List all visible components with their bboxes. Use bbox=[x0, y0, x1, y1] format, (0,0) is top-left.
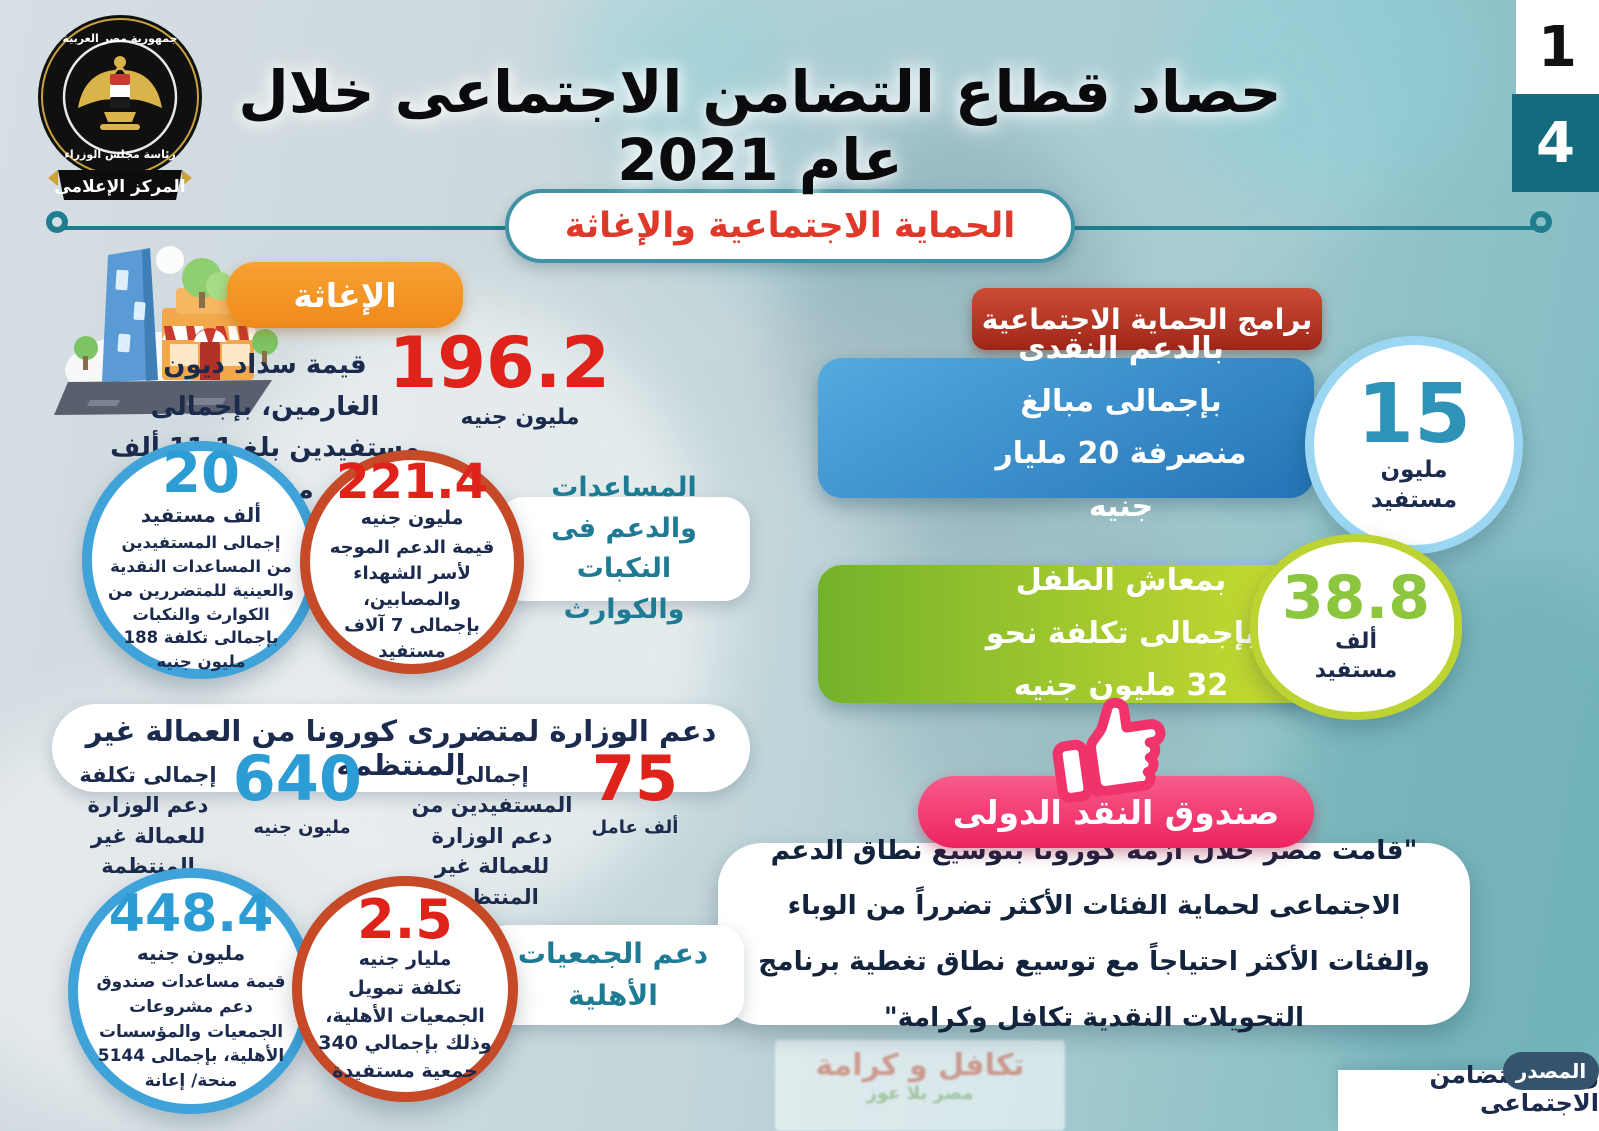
source-label: المصدر bbox=[1515, 1059, 1587, 1083]
poster-line2: مصر بلا عوز bbox=[866, 1083, 974, 1104]
martyrs-support-circle: 221.4 مليون جنيه قيمة الدعم الموجه لأسر … bbox=[300, 450, 524, 674]
bg-leaf-blob bbox=[1180, 0, 1480, 200]
stat-desc: تكلفة تمويل الجمعيات الأهلية، وذلك بإجما… bbox=[318, 977, 492, 1082]
stat-unit: ألف عامل bbox=[591, 817, 679, 838]
covid-cost-desc-text: إجمالى تكلفة دعم الوزارة للعمالة غير الم… bbox=[79, 763, 217, 879]
page-number-top-value: 1 bbox=[1538, 14, 1577, 80]
section-header-label: الحماية الاجتماعية والإغاثة bbox=[564, 206, 1016, 246]
stat-unit: مليون جنيه bbox=[136, 941, 246, 966]
imf-quote-card: "قامت مصر خلال أزمة كورونا بتوسيع نطاق ا… bbox=[718, 835, 1470, 1033]
thumbs-up-icon bbox=[1035, 688, 1185, 806]
stat-desc: قيمة الدعم الموجه لأسر الشهداء والمصابين… bbox=[329, 537, 495, 663]
stat-value: 448.4 bbox=[108, 884, 274, 945]
imf-badge-label: صندوق النقد الدولى bbox=[952, 792, 1280, 832]
government-logo: جمهورية مصر العربية رئاسة مجلس الوزراء ا… bbox=[30, 12, 210, 207]
stat-unit: ألف مستفيد bbox=[1314, 629, 1398, 683]
imf-badge: صندوق النقد الدولى bbox=[918, 776, 1314, 848]
child-pension-text: بمعاش الطفل بإجمالى تكلفة نحو 32 مليون ج… bbox=[985, 563, 1257, 704]
disasters-label-text: المساعدات والدعم فى النكبات والكوارث bbox=[551, 472, 697, 625]
ngo-funding-circle: 2.5 مليار جنيه تكلفة تمويل الجمعيات الأه… bbox=[292, 876, 518, 1102]
relief-stat-unit: مليون جنيه bbox=[460, 405, 580, 430]
relief-badge: الإغاثة bbox=[227, 262, 463, 328]
section-header-pill: الحماية الاجتماعية والإغاثة bbox=[505, 189, 1075, 263]
logo-org-top: جمهورية مصر العربية bbox=[63, 32, 178, 45]
page-number-bottom: 4 bbox=[1512, 94, 1599, 192]
stat-unit: ألف مستفيد bbox=[140, 502, 262, 527]
protection-programs-label: برامج الحماية الاجتماعية bbox=[981, 302, 1313, 336]
eagle-emblem-icon: جمهورية مصر العربية رئاسة مجلس الوزراء ا… bbox=[38, 15, 202, 200]
ngo-label-text: دعم الجمعيات الأهلية bbox=[517, 937, 709, 1012]
cash-support-circle: 15 مليون مستفيد bbox=[1305, 336, 1523, 554]
covid-support-title-pill: دعم الوزارة لمتضررى كورونا من العمالة غي… bbox=[52, 704, 750, 792]
page-title: حصاد قطاع التضامن الاجتماعى خلال عام 202… bbox=[210, 58, 1310, 194]
divider-ring-right bbox=[1530, 211, 1552, 233]
page-title-text: حصاد قطاع التضامن الاجتماعى خلال عام 202… bbox=[238, 58, 1282, 194]
stat-value: 2.5 bbox=[357, 887, 453, 951]
protection-programs-badge: برامج الحماية الاجتماعية bbox=[972, 288, 1322, 350]
relief-stat: 196.2 مليون جنيه bbox=[388, 322, 610, 433]
stat-value: 15 bbox=[1356, 367, 1472, 463]
cash-support-card: بالدعم النقدى بإجمالى مبالغ منصرفة 20 مل… bbox=[818, 331, 1314, 524]
stat-value: 20 bbox=[162, 440, 240, 506]
relief-badge-label: الإغاثة bbox=[293, 275, 397, 315]
ngo-label-card: دعم الجمعيات الأهلية bbox=[482, 925, 744, 1025]
covid-cost-stat: 640 مليون جنيه bbox=[232, 742, 362, 839]
source-pill: المصدر bbox=[1503, 1052, 1599, 1090]
stat-value: 38.8 bbox=[1281, 563, 1431, 634]
covid-support-title: دعم الوزارة لمتضررى كورونا من العمالة غي… bbox=[85, 714, 717, 782]
bg-poster-takaful: تكافل و كرامة مصر بلا عوز bbox=[775, 1040, 1065, 1131]
divider-ring-left bbox=[46, 211, 68, 233]
stat-value: 75 bbox=[591, 742, 679, 815]
bg-leaf-blob bbox=[560, 0, 780, 140]
ngo-fund-circle: 448.4 مليون جنيه قيمة مساعدات صندوق دعم … bbox=[68, 868, 314, 1114]
imf-quote-text: "قامت مصر خلال أزمة كورونا بتوسيع نطاق ا… bbox=[758, 834, 1430, 1033]
poster-line1: تكافل و كرامة bbox=[815, 1048, 1025, 1083]
page-number-top: 1 bbox=[1516, 0, 1599, 94]
covid-workers-stat: 75 ألف عامل bbox=[585, 748, 685, 839]
stat-unit: مليون مستفيد bbox=[1370, 457, 1458, 513]
child-pension-circle: 38.8 ألف مستفيد bbox=[1250, 534, 1462, 720]
stat-value: 221.4 bbox=[336, 454, 488, 511]
logo-org-bottom: رئاسة مجلس الوزراء bbox=[64, 148, 175, 161]
logo-banner-label: المركز الإعلامى bbox=[54, 177, 185, 197]
page-number-bottom-value: 4 bbox=[1536, 110, 1575, 176]
disasters-label-card: المساعدات والدعم فى النكبات والكوارث bbox=[498, 472, 750, 625]
stat-unit: مليون جنيه bbox=[360, 507, 464, 530]
stat-desc: إجمالى المستفيدين من المساعدات النقدية و… bbox=[108, 532, 294, 672]
stat-value: 640 bbox=[232, 742, 362, 815]
relief-stat-value: 196.2 bbox=[388, 322, 610, 404]
stat-desc: قيمة مساعدات صندوق دعم مشروعات الجمعيات … bbox=[96, 972, 286, 1091]
stat-unit: مليار جنيه bbox=[358, 947, 452, 970]
disasters-beneficiaries-circle: 20 ألف مستفيد إجمالى المستفيدين من المسا… bbox=[82, 441, 320, 679]
cash-support-text: بالدعم النقدى بإجمالى مبالغ منصرفة 20 مل… bbox=[995, 331, 1247, 524]
stat-unit: مليون جنيه bbox=[253, 817, 351, 838]
thumbs-up-glyph bbox=[1052, 697, 1166, 803]
covid-cost-desc: إجمالى تكلفة دعم الوزارة للعمالة غير الم… bbox=[58, 760, 238, 882]
child-pension-card: بمعاش الطفل بإجمالى تكلفة نحو 32 مليون ج… bbox=[818, 563, 1314, 703]
